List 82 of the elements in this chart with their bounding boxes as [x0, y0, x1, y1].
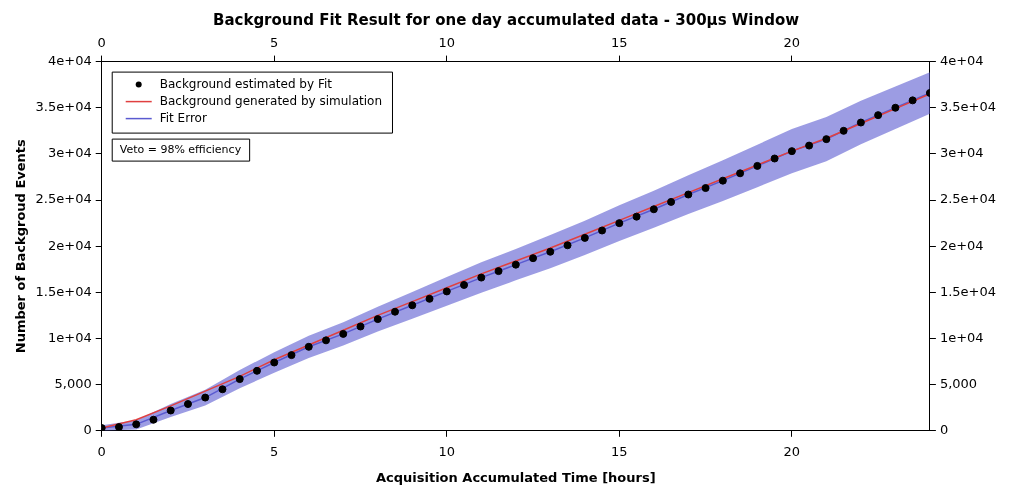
point: [270, 358, 279, 367]
point: [805, 141, 814, 150]
point: [891, 103, 900, 112]
y-tick-label: 3.5e+04: [35, 99, 92, 115]
point: [546, 247, 555, 256]
point: [753, 161, 762, 170]
point: [736, 169, 745, 178]
point: [580, 233, 589, 242]
y-tick-label: 1.5e+04: [35, 283, 92, 299]
point: [632, 212, 641, 221]
point: [304, 342, 313, 351]
point: [235, 375, 244, 384]
x-tick-label: 15: [611, 35, 628, 51]
annotation: Veto = 98% efficiency: [119, 143, 242, 157]
x-tick-label: 0: [97, 35, 106, 51]
point: [770, 154, 779, 163]
point: [218, 385, 227, 394]
y2-tick-label: 1e+04: [939, 329, 984, 345]
x2-tick-label: 10: [438, 443, 456, 459]
x-axis-title: Acquisition Accumulated Time [hours]: [375, 469, 656, 485]
point: [356, 322, 365, 331]
point: [183, 400, 192, 409]
y-tick-label: 0: [83, 422, 92, 438]
y-tick-label: 5,000: [54, 376, 92, 392]
y-tick-label: 3e+04: [47, 145, 92, 161]
y2-tick-label: 5,000: [939, 376, 978, 392]
point: [425, 294, 434, 303]
point: [132, 420, 141, 429]
point: [149, 415, 158, 424]
y2-tick-label: 4e+04: [939, 52, 984, 68]
x2-tick-label: 0: [97, 443, 106, 459]
point: [718, 176, 727, 185]
y-tick-label: 4e+04: [47, 52, 92, 68]
x2-tick-label: 20: [783, 443, 801, 459]
y-axis-title: Number of Backgroud Events: [13, 138, 29, 354]
y2-tick-label: 3e+04: [939, 145, 984, 161]
point: [339, 329, 348, 338]
point: [287, 351, 296, 360]
point: [787, 147, 796, 156]
point: [114, 423, 123, 431]
point: [908, 96, 917, 105]
y-tick-label: 2e+04: [47, 237, 92, 253]
y-tick-label: 1e+04: [47, 329, 92, 345]
point: [252, 366, 261, 375]
x2-tick-label: 15: [611, 443, 628, 459]
point: [856, 118, 865, 127]
point: [391, 307, 400, 316]
point: [874, 111, 883, 120]
point: [649, 205, 658, 214]
point: [563, 241, 572, 250]
point: [598, 226, 607, 235]
legend-label: Background generated by simulation: [159, 93, 382, 108]
point: [822, 135, 831, 144]
point: [511, 260, 520, 269]
x-tick-label: 10: [438, 35, 456, 51]
point: [477, 273, 486, 282]
point: [201, 393, 210, 402]
point: [322, 336, 331, 345]
point: [460, 280, 469, 289]
legend-label: Background estimated by Fit: [159, 76, 333, 91]
y2-tick-label: 1.5e+04: [939, 283, 996, 299]
point: [494, 267, 503, 276]
point: [667, 197, 676, 206]
x-tick-label: 5: [270, 35, 279, 51]
y2-tick-label: 3.5e+04: [939, 99, 996, 115]
point: [701, 184, 710, 193]
x-tick-label: 20: [783, 35, 801, 51]
point: [373, 315, 382, 324]
point: [684, 190, 693, 199]
chart-title: Background Fit Result for one day accumulated data - 300µs Window: [212, 10, 800, 29]
point: [839, 126, 848, 135]
point: [166, 406, 175, 415]
legend-label: Fit Error: [159, 110, 207, 125]
point: [529, 254, 538, 263]
point: [615, 219, 624, 228]
point: [408, 301, 417, 310]
y-tick-label: 2.5e+04: [35, 191, 92, 207]
y2-tick-label: 2.5e+04: [939, 191, 996, 207]
point: [442, 287, 451, 296]
y2-tick-label: 0: [939, 422, 949, 438]
y2-tick-label: 2e+04: [939, 237, 984, 253]
x2-tick-label: 5: [270, 443, 279, 459]
